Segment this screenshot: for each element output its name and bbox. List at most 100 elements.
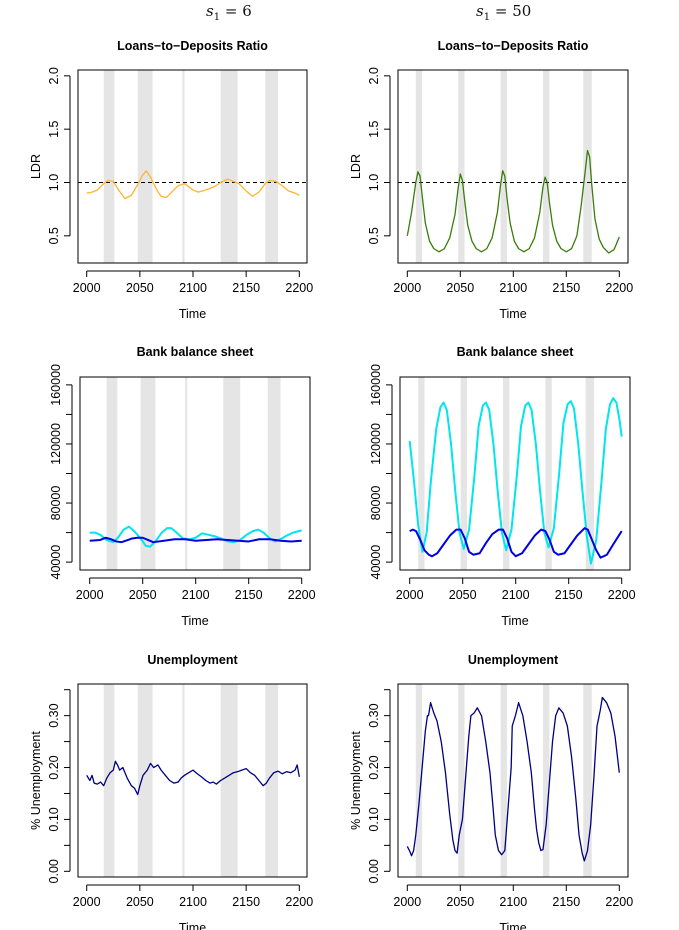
y-tick-label: 1.0 (367, 174, 381, 191)
recession-band (220, 684, 238, 877)
recession-band (583, 70, 592, 263)
y-tick-label: 0.10 (367, 807, 381, 831)
y-tick-label: 2.0 (367, 67, 381, 84)
y-tick-label: 120000 (369, 423, 383, 465)
recession-band (106, 377, 118, 570)
x-tick-label: 2100 (502, 588, 530, 602)
recession-band (220, 70, 238, 263)
recession-band (267, 377, 281, 570)
x-tick-label: 2000 (396, 588, 424, 602)
series-line-unemployment (86, 760, 300, 796)
recession-band (542, 684, 550, 877)
header-value: 6 (242, 2, 252, 20)
x-axis-label: Time (179, 307, 206, 321)
x-tick-label: 2100 (179, 281, 207, 295)
x-tick-label: 2100 (179, 895, 207, 909)
x-tick-label: 2000 (393, 281, 421, 295)
y-axis-label: LDR (349, 154, 363, 179)
recession-band (182, 684, 185, 877)
recession-band (458, 684, 465, 877)
x-tick-label: 2000 (393, 895, 421, 909)
x-tick-label: 2050 (126, 895, 154, 909)
series-group (86, 170, 300, 200)
plot-frame (79, 376, 311, 571)
series-line-deposits (408, 397, 623, 565)
recession-band (265, 684, 279, 877)
series-line-ldr (406, 149, 620, 254)
header-equals: = (490, 2, 513, 20)
recession-bands (415, 684, 592, 877)
y-tick-label: 120000 (49, 423, 63, 465)
chart-panel-balance-s6: 2000 2050 2100 2150 2200 Time 40000 80000 120000… (49, 345, 316, 628)
y-tick-label: 0.30 (367, 703, 381, 727)
plot-frame (77, 683, 308, 878)
chart-panel-ldr-s6: 2000 2050 2100 2150 2200 Time 0.5 1.0 1.5 2.0 LDR L… (29, 39, 313, 321)
chart-panel-unemployment-s6: 2000 2050 2100 2150 2200 Time 0.00 0.10 0.20 0.30… (29, 653, 313, 930)
header-variable: s (206, 2, 214, 20)
y-tick-label: 80000 (369, 486, 383, 521)
recession-band (500, 70, 507, 263)
recession-bands (103, 684, 279, 877)
x-tick-label: 2000 (76, 588, 104, 602)
y-tick-label: 160000 (49, 364, 63, 406)
recession-band (265, 70, 279, 263)
x-tick-label: 2150 (552, 281, 580, 295)
x-tick-label: 2050 (126, 281, 154, 295)
x-tick-label: 2050 (446, 281, 474, 295)
recession-band (500, 684, 507, 877)
x-tick-label: 2000 (73, 281, 101, 295)
header-subscript: 1 (483, 12, 491, 23)
x-tick-label: 2200 (285, 895, 313, 909)
recession-band (137, 684, 153, 877)
x-tick-label: 2150 (555, 588, 583, 602)
recession-band (418, 377, 425, 570)
x-tick-label: 2100 (182, 588, 210, 602)
recession-band (415, 684, 423, 877)
column-header-s1-50: s1 = 50 (476, 2, 531, 23)
x-tick-label: 2150 (235, 588, 263, 602)
recession-band (458, 70, 465, 263)
plot-frame (399, 376, 631, 571)
x-tick-label: 2100 (499, 281, 527, 295)
y-tick-label: 1.5 (367, 120, 381, 137)
y-axis-label: % Unemployment (349, 731, 363, 830)
y-tick-label: 80000 (49, 486, 63, 521)
series-line-unemployment (406, 696, 620, 862)
recession-band (502, 377, 510, 570)
recession-band (542, 70, 550, 263)
x-axis-label: Time (179, 921, 206, 930)
series-group (86, 760, 300, 796)
series-group (89, 525, 302, 548)
recession-band (185, 377, 188, 570)
recession-bands (415, 70, 592, 263)
x-tick-label: 2200 (605, 895, 633, 909)
series-line-loans (409, 527, 623, 559)
recession-band (137, 70, 153, 263)
series-group (408, 397, 623, 565)
header-variable: s (476, 2, 484, 20)
chart-panel-balance-s50: 2000 2050 2100 2150 2200 Time 40000 80000 120000… (369, 345, 636, 628)
y-tick-label: 0.30 (47, 703, 61, 727)
y-tick-label: 1.5 (47, 120, 61, 137)
x-tick-label: 2200 (608, 588, 636, 602)
x-tick-label: 2200 (288, 588, 316, 602)
recession-band (545, 377, 552, 570)
y-tick-label: 0.5 (367, 227, 381, 244)
series-line-loans (89, 536, 302, 544)
chart-title: Loans−to−Deposits Ratio (117, 39, 268, 53)
x-tick-label: 2100 (499, 895, 527, 909)
header-value: 50 (512, 2, 532, 20)
column-header-s1-6: s1 = 6 (206, 2, 252, 23)
x-axis-label: Time (181, 614, 208, 628)
recession-band (585, 377, 595, 570)
recession-band (460, 377, 467, 570)
x-tick-label: 2050 (129, 588, 157, 602)
recession-band (140, 377, 156, 570)
x-tick-label: 2150 (232, 895, 260, 909)
recession-bands (106, 377, 281, 570)
y-tick-label: 160000 (369, 364, 383, 406)
y-tick-label: 2.0 (47, 67, 61, 84)
y-tick-label: 0.20 (367, 755, 381, 779)
plot-frame (397, 69, 629, 264)
x-tick-label: 2200 (285, 281, 313, 295)
